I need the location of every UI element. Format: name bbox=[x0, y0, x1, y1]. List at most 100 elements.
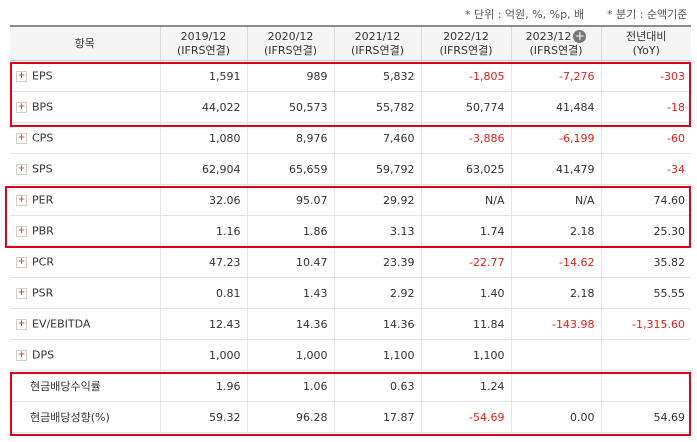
row-label-cell[interactable]: + PER bbox=[10, 184, 160, 216]
value-cell: 5,832 bbox=[333, 60, 421, 92]
plus-icon[interactable]: + bbox=[16, 225, 27, 237]
row-label: BPS bbox=[32, 100, 54, 114]
value-cell: 17.87 bbox=[333, 401, 421, 433]
value-cell: -143.98 bbox=[510, 308, 601, 340]
plus-icon[interactable]: + bbox=[16, 132, 27, 144]
value-cell: 32.06 bbox=[159, 184, 247, 216]
value-cell: 35.82 bbox=[600, 246, 691, 278]
row-label: 현금배당수익률 bbox=[30, 380, 101, 393]
value-cell: 63,025 bbox=[420, 153, 511, 185]
value-cell: 25.30 bbox=[600, 215, 691, 247]
table-row: + EPS 1,591 989 5,832 -1,805 -7,276 -303 bbox=[10, 60, 691, 92]
header-2021: 2021/12 (IFRS연결) bbox=[333, 25, 421, 61]
row-label: CPS bbox=[32, 131, 54, 145]
value-cell: -22.77 bbox=[420, 246, 511, 278]
row-label-cell[interactable]: + EV/EBITDA bbox=[10, 308, 160, 340]
row-label: EV/EBITDA bbox=[32, 317, 91, 331]
value-cell: -14.62 bbox=[510, 246, 601, 278]
row-label: 현금배당성향(%) bbox=[30, 411, 110, 424]
value-cell: 1.40 bbox=[420, 277, 511, 309]
row-label-cell[interactable]: + DPS bbox=[10, 339, 160, 371]
plus-icon[interactable]: + bbox=[16, 194, 27, 206]
row-label-cell[interactable]: + EPS bbox=[10, 60, 160, 92]
value-cell: 0.81 bbox=[159, 277, 247, 309]
row-label-cell[interactable]: + PSR bbox=[10, 277, 160, 309]
value-cell: 29.92 bbox=[333, 184, 421, 216]
row-label: PSR bbox=[32, 286, 54, 300]
value-cell: 8,976 bbox=[246, 122, 334, 154]
value-cell: 59.32 bbox=[159, 401, 247, 433]
header-row: 항목 2019/12 (IFRS연결) 2020/12 (IFRS연결) 2021/… bbox=[10, 25, 691, 61]
row-label: DPS bbox=[32, 348, 55, 362]
plus-icon[interactable]: + bbox=[16, 70, 27, 82]
row-label-cell[interactable]: + PBR bbox=[10, 215, 160, 247]
value-cell bbox=[510, 370, 601, 402]
value-cell: 47.23 bbox=[159, 246, 247, 278]
table-row: + PCR 47.23 10.47 23.39 -22.77 -14.62 35.82 bbox=[10, 246, 691, 278]
value-cell: 23.39 bbox=[333, 246, 421, 278]
table-row: + PBR 1.16 1.86 3.13 1.74 2.18 25.30 bbox=[10, 215, 691, 247]
period-note: * 분기 : 순액기준 bbox=[607, 8, 688, 21]
value-cell: 1,000 bbox=[246, 339, 334, 371]
table-row: + CPS 1,080 8,976 7,460 -3,886 -6,199 -60 bbox=[10, 122, 691, 154]
value-cell: 14.36 bbox=[246, 308, 334, 340]
plus-icon[interactable]: + bbox=[16, 287, 27, 299]
value-cell: 0.00 bbox=[510, 401, 601, 433]
plus-icon[interactable]: + bbox=[16, 101, 27, 113]
value-cell: -1,315.60 bbox=[600, 308, 691, 340]
row-label-cell[interactable]: + BPS bbox=[10, 91, 160, 123]
row-label: SPS bbox=[32, 162, 53, 176]
table-row: + SPS 62,904 65,659 59,792 63,025 41,479 -34 bbox=[10, 153, 691, 185]
value-cell: 50,774 bbox=[420, 91, 511, 123]
header-2019: 2019/12 (IFRS연결) bbox=[159, 25, 247, 61]
value-cell: 55.55 bbox=[600, 277, 691, 309]
row-label-cell: 현금배당성향(%) bbox=[10, 401, 160, 433]
value-cell: 95.07 bbox=[246, 184, 334, 216]
value-cell: 11.84 bbox=[420, 308, 511, 340]
header-2023: 2023/12 + (IFRS연결) bbox=[510, 25, 601, 61]
plus-icon[interactable]: + bbox=[16, 163, 27, 175]
value-cell: -34 bbox=[600, 153, 691, 185]
value-cell: 1.74 bbox=[420, 215, 511, 247]
value-cell: -18 bbox=[600, 91, 691, 123]
value-cell: 10.47 bbox=[246, 246, 334, 278]
notes: * 단위 : 억원, %, %p, 배 * 분기 : 순액기준 bbox=[0, 6, 697, 22]
value-cell: -303 bbox=[600, 60, 691, 92]
value-cell: 1.43 bbox=[246, 277, 334, 309]
plus-icon[interactable]: + bbox=[16, 318, 27, 330]
row-label-cell[interactable]: + CPS bbox=[10, 122, 160, 154]
value-cell: 0.63 bbox=[333, 370, 421, 402]
value-cell: 1.86 bbox=[246, 215, 334, 247]
value-cell: N/A bbox=[420, 184, 511, 216]
value-cell: -54.69 bbox=[420, 401, 511, 433]
value-cell bbox=[600, 370, 691, 402]
table-row: + EV/EBITDA 12.43 14.36 14.36 11.84 -143.98 -1,… bbox=[10, 308, 691, 340]
header-item: 항목 bbox=[10, 25, 160, 61]
row-label-cell[interactable]: + SPS bbox=[10, 153, 160, 185]
table-row: 현금배당수익률 1.96 1.06 0.63 1.24 bbox=[10, 370, 691, 402]
value-cell: 54.69 bbox=[600, 401, 691, 433]
value-cell: 96.28 bbox=[246, 401, 334, 433]
row-label-cell[interactable]: + PCR bbox=[10, 246, 160, 278]
value-cell: 2.18 bbox=[510, 277, 601, 309]
unit-note: * 단위 : 억원, %, %p, 배 bbox=[465, 8, 585, 21]
table-row: 현금배당성향(%) 59.32 96.28 17.87 -54.69 0.00 54.69 bbox=[10, 401, 691, 433]
row-label: PER bbox=[32, 193, 54, 207]
value-cell: 62,904 bbox=[159, 153, 247, 185]
financial-ratio-table: 항목 2019/12 (IFRS연결) 2020/12 (IFRS연결) 2021/… bbox=[10, 25, 691, 433]
circle-plus-icon[interactable]: + bbox=[573, 28, 587, 43]
value-cell bbox=[510, 339, 601, 371]
plus-icon[interactable]: + bbox=[16, 256, 27, 268]
value-cell: 7,460 bbox=[333, 122, 421, 154]
table-row: + PER 32.06 95.07 29.92 N/A N/A 74.60 bbox=[10, 184, 691, 216]
table-row: + DPS 1,000 1,000 1,100 1,100 bbox=[10, 339, 691, 371]
value-cell: 59,792 bbox=[333, 153, 421, 185]
value-cell: 2.18 bbox=[510, 215, 601, 247]
value-cell: 41,484 bbox=[510, 91, 601, 123]
value-cell: 1.96 bbox=[159, 370, 247, 402]
plus-icon[interactable]: + bbox=[16, 349, 27, 361]
value-cell: 74.60 bbox=[600, 184, 691, 216]
value-cell: N/A bbox=[510, 184, 601, 216]
table-row: + BPS 44,022 50,573 55,782 50,774 41,484 -18 bbox=[10, 91, 691, 123]
value-cell: 3.13 bbox=[333, 215, 421, 247]
